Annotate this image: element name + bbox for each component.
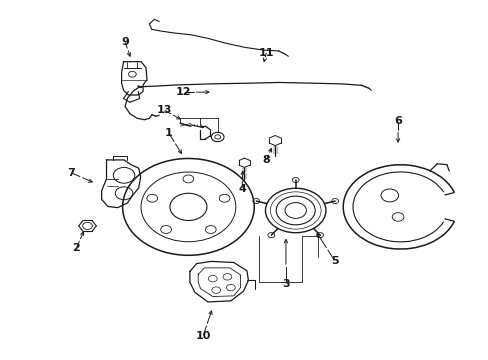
Text: 4: 4	[238, 184, 245, 194]
Text: 13: 13	[156, 105, 171, 115]
Text: 6: 6	[393, 116, 401, 126]
Text: 9: 9	[121, 37, 129, 47]
Text: 5: 5	[330, 256, 338, 266]
Text: 8: 8	[262, 155, 270, 165]
Text: 3: 3	[282, 279, 289, 289]
Text: 7: 7	[67, 168, 75, 178]
Text: 1: 1	[165, 129, 172, 138]
Text: 2: 2	[72, 243, 80, 253]
Text: 10: 10	[195, 331, 210, 341]
Text: 11: 11	[258, 48, 274, 58]
Text: 12: 12	[176, 87, 191, 97]
